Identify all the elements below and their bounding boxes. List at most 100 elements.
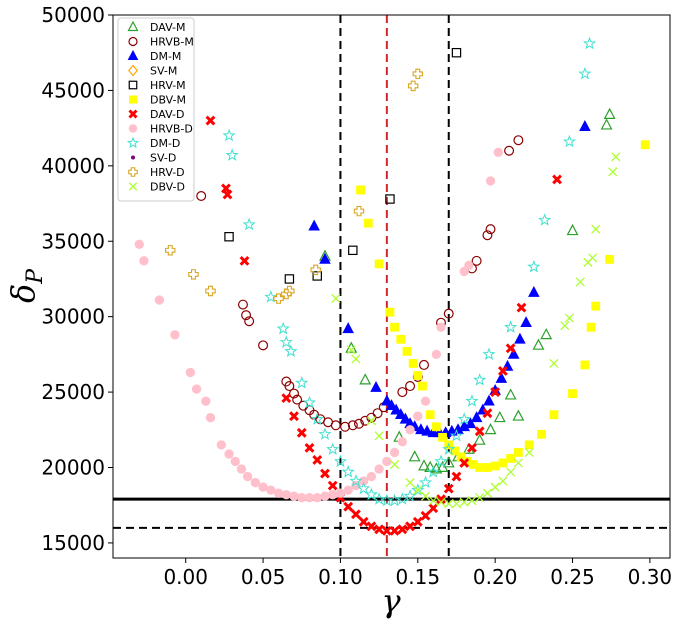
point-hrvb-m — [330, 420, 341, 431]
legend-label: DBV-M — [150, 94, 186, 107]
point-dm-d — [426, 465, 440, 478]
legend-item-hrv-d: HRV-D — [128, 166, 185, 179]
y-tick-label: 35000 — [41, 229, 105, 253]
point-dm-d — [465, 394, 479, 407]
point-dav-d — [389, 525, 400, 536]
point-dbv-d — [420, 491, 431, 501]
point-hrvb-d — [205, 413, 216, 423]
x-tick-label: 0.25 — [550, 565, 595, 589]
x-tick-label: 0.15 — [396, 565, 441, 589]
point-dbv-m — [438, 432, 447, 442]
point-dbv-d — [482, 488, 493, 498]
plot-frame — [112, 14, 671, 559]
point-dm-m — [579, 120, 591, 131]
point-dbv-m — [549, 410, 559, 420]
x-tick-label: 0.00 — [163, 565, 208, 589]
point-dbv-d — [428, 496, 438, 506]
point-dm-m — [520, 316, 532, 328]
legend-marker-dav-d — [128, 109, 138, 119]
legend-label: HRVB-M — [150, 36, 194, 49]
x-axis-label: γ — [381, 582, 401, 620]
legend-box — [117, 17, 195, 202]
point-dav-d — [312, 455, 323, 465]
y-tick-label: 30000 — [41, 305, 105, 329]
point-hrvb-m — [347, 420, 358, 431]
point-dm-d — [482, 347, 496, 360]
legend-label: SV-M — [150, 65, 177, 78]
point-hrvb-d — [216, 440, 226, 450]
point-dbv-d — [564, 313, 575, 323]
point-dbv-m — [363, 218, 373, 228]
point-dm-m — [514, 332, 526, 344]
point-hrvb-m — [196, 190, 207, 202]
point-dav-d — [412, 516, 423, 527]
point-dm-d — [418, 475, 433, 489]
point-dav-d — [443, 483, 454, 494]
point-hrvb-d — [281, 489, 291, 500]
point-hrvb-d — [397, 437, 408, 447]
point-dbv-m — [396, 334, 406, 344]
point-dm-m — [395, 408, 407, 420]
point-hrvb-m — [244, 316, 255, 327]
point-dav-d — [420, 510, 431, 521]
legend-marker-dm-d — [126, 136, 140, 149]
legend-marker-sv-d — [131, 155, 135, 160]
y-tick-label: 40000 — [41, 154, 105, 178]
point-dm-m — [319, 252, 331, 264]
series-dav-d — [205, 115, 562, 536]
point-dm-m — [483, 394, 495, 406]
y-tick-label: 45000 — [41, 78, 105, 102]
y-tick-label: 50000 — [41, 3, 105, 27]
point-dav-m — [424, 460, 437, 472]
point-hrvb-m — [482, 230, 493, 241]
point-hrvb-d — [343, 485, 353, 495]
point-dav-m — [540, 327, 553, 340]
legend-marker-hrvb-m — [128, 36, 138, 47]
legend-label: DM-M — [150, 50, 181, 63]
point-hrvb-d — [139, 256, 149, 266]
series-dbv-d — [331, 152, 621, 509]
point-hrvb-d — [431, 349, 442, 360]
point-dbv-d — [611, 152, 621, 162]
legend-marker-hrv-m — [128, 80, 138, 90]
x-tick-label: 0.05 — [241, 565, 286, 589]
legend-label: HRVB-D — [150, 123, 193, 136]
point-dbv-m — [498, 458, 508, 468]
legend-marker-dav-m — [127, 20, 139, 32]
point-hrvb-d — [201, 396, 211, 406]
point-hrvb-d — [230, 456, 240, 467]
point-hrvb-m — [397, 387, 408, 398]
point-dm-d — [264, 290, 278, 303]
point-dbv-d — [405, 477, 415, 488]
y-axis-label-main: δ — [4, 284, 42, 303]
point-hrvb-d — [420, 396, 431, 406]
point-hrvb-d — [335, 488, 346, 498]
point-dm-d — [449, 428, 464, 442]
point-dm-m — [390, 403, 402, 415]
point-dav-d — [490, 387, 501, 397]
point-hrvb-m — [237, 299, 248, 310]
point-dbv-m — [431, 422, 441, 432]
point-dbv-m — [483, 463, 492, 472]
point-dm-d — [527, 259, 541, 273]
point-dav-m — [418, 459, 430, 471]
point-dm-m — [421, 424, 433, 436]
point-hrv-d — [353, 205, 365, 217]
point-dbv-d — [490, 482, 500, 492]
point-hrvb-d — [405, 425, 415, 435]
point-dav-d — [381, 525, 392, 536]
point-hrvb-d — [258, 482, 268, 492]
point-hrvb-m — [418, 359, 429, 370]
point-dav-d — [366, 521, 377, 532]
legend-item-dm-d: DM-D — [126, 136, 180, 150]
point-hrvb-d — [358, 476, 369, 486]
point-dav-m — [442, 456, 455, 468]
point-dbv-m — [580, 360, 590, 370]
point-dav-d — [405, 521, 415, 532]
y-axis-label: δP — [4, 268, 48, 303]
point-dbv-d — [374, 431, 384, 441]
point-dbv-d — [331, 293, 341, 304]
point-dav-d — [516, 302, 527, 313]
point-dav-d — [343, 501, 354, 512]
series-hrvb-m — [196, 135, 524, 432]
